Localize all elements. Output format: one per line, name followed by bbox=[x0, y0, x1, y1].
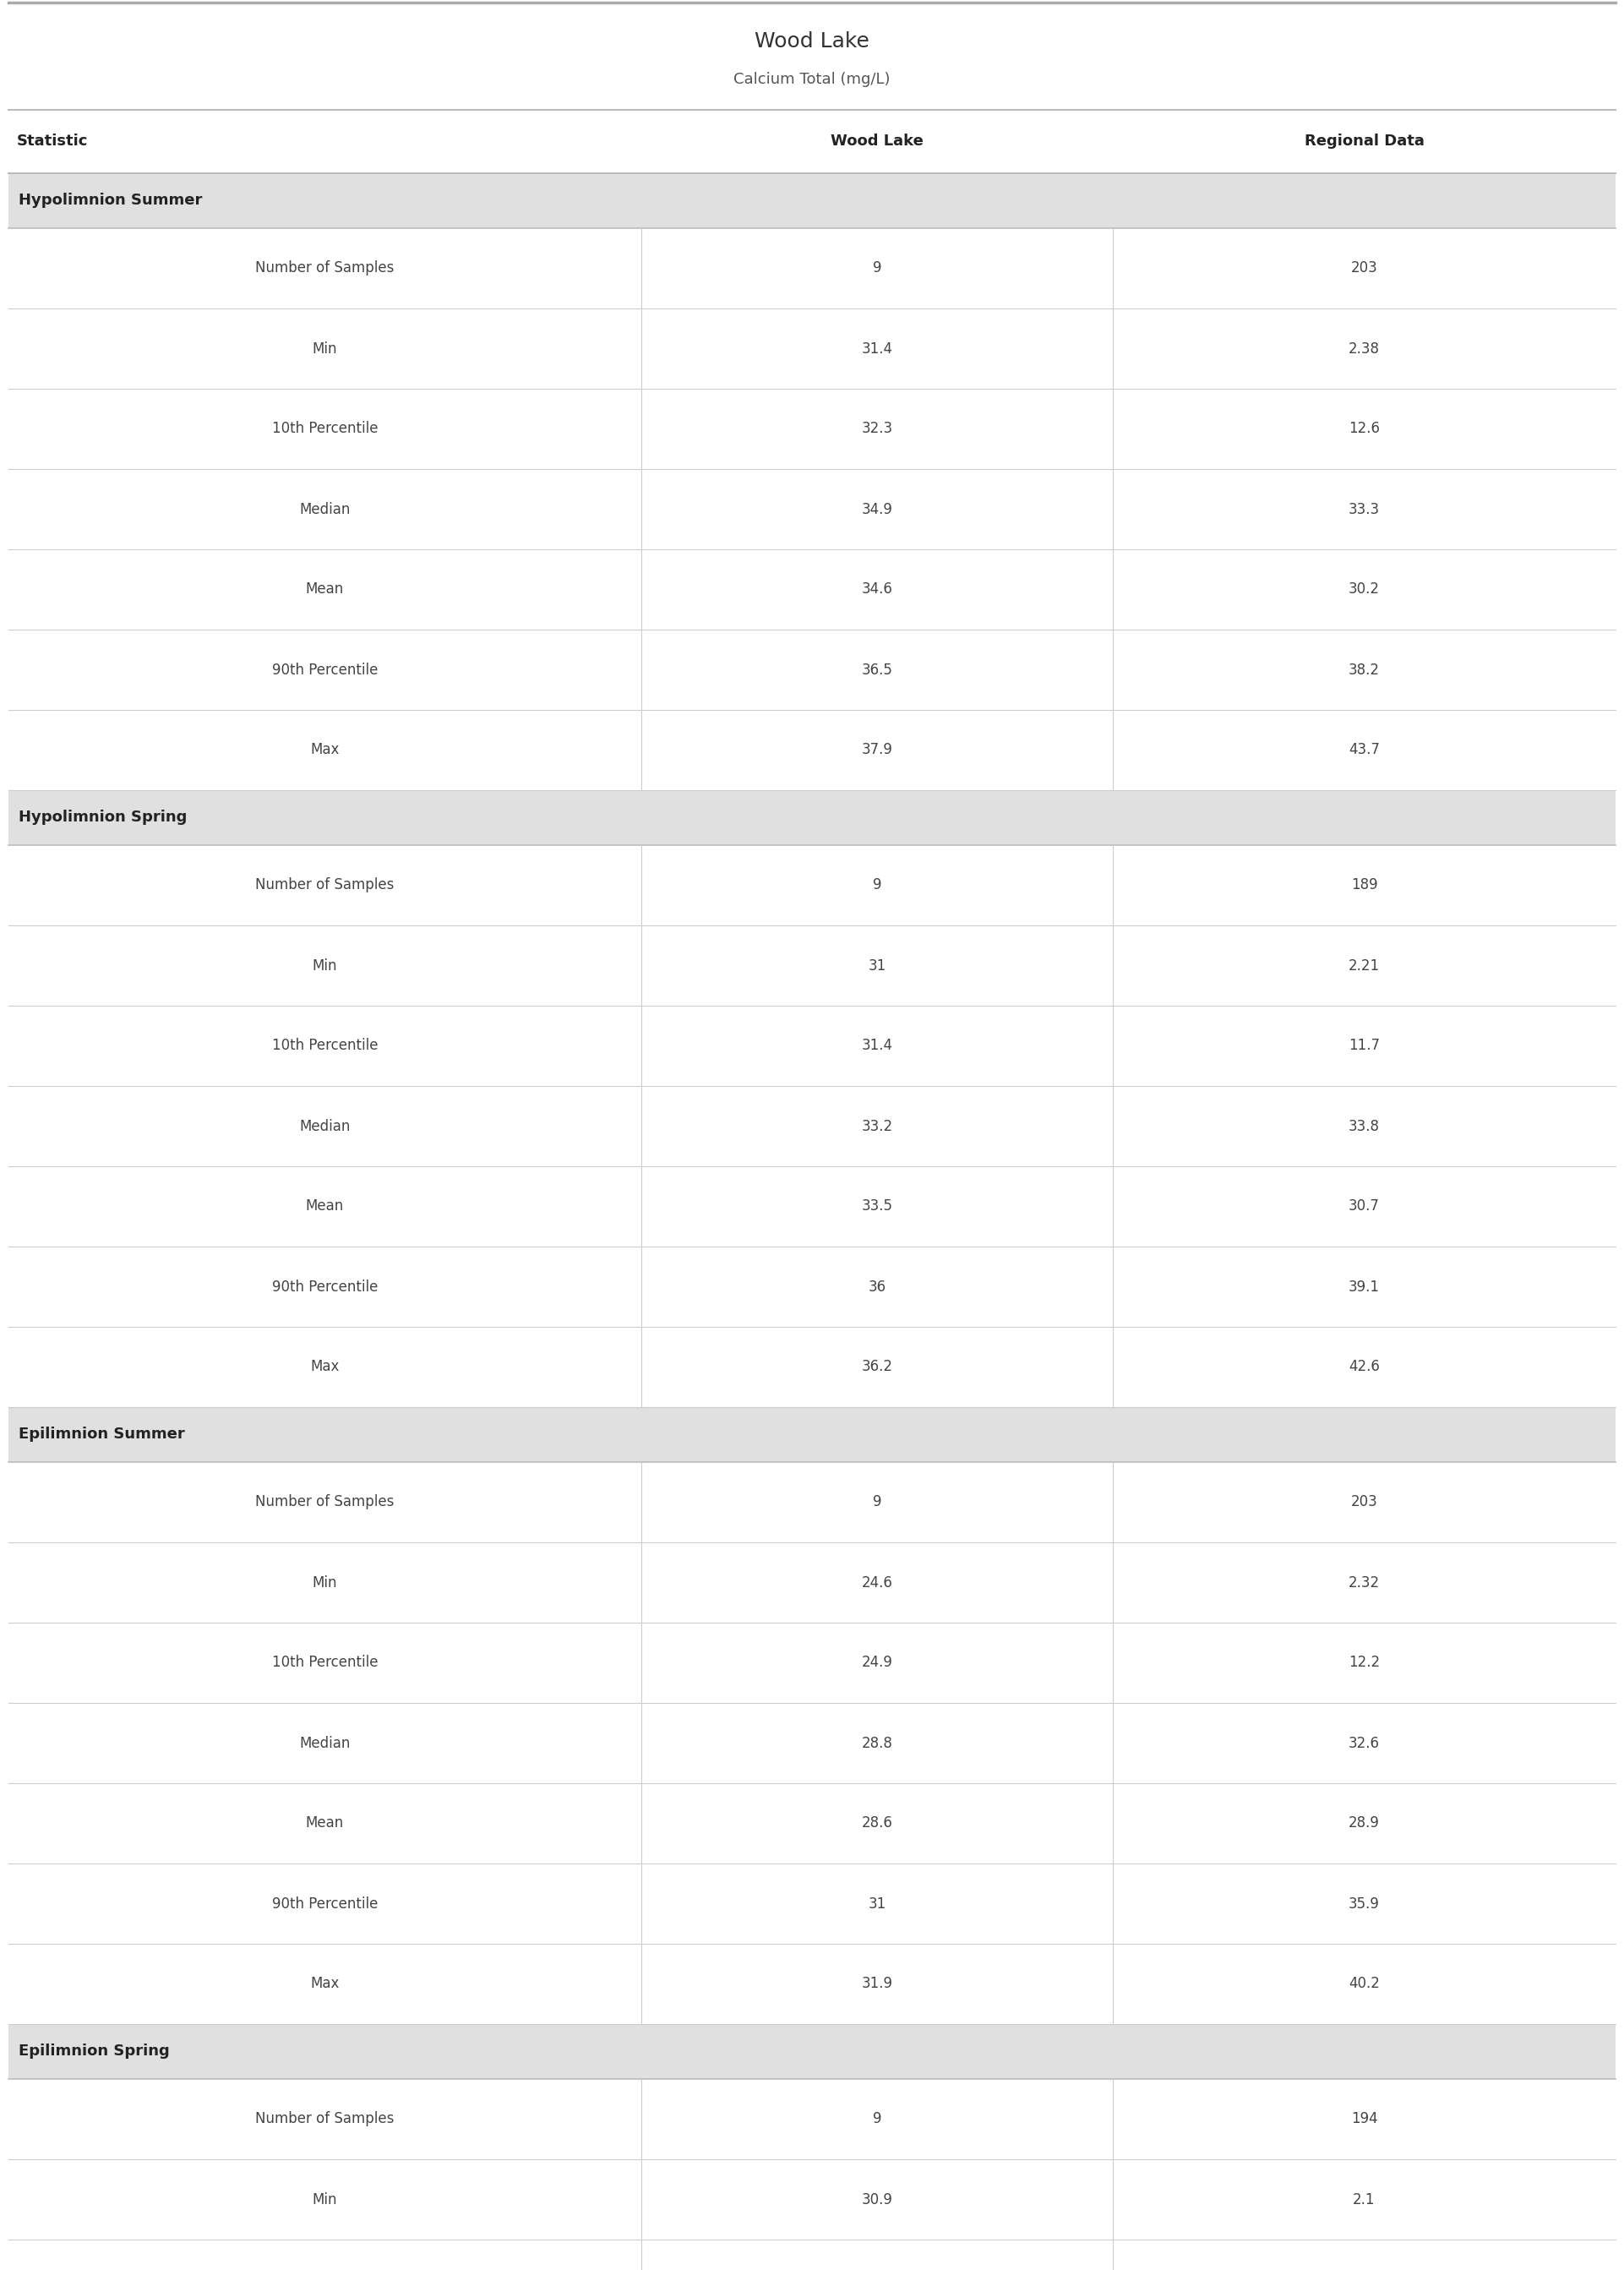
Text: 2.21: 2.21 bbox=[1348, 958, 1380, 974]
Text: 32.3: 32.3 bbox=[861, 422, 893, 436]
Text: 24.9: 24.9 bbox=[861, 1655, 893, 1671]
Text: 9: 9 bbox=[872, 2111, 882, 2127]
Text: 203: 203 bbox=[1351, 261, 1377, 277]
Text: 28.9: 28.9 bbox=[1348, 1816, 1380, 1832]
Text: 30.7: 30.7 bbox=[1348, 1199, 1380, 1214]
Text: Min: Min bbox=[312, 2193, 338, 2206]
Text: Epilimnion Spring: Epilimnion Spring bbox=[18, 2043, 169, 2059]
Text: Max: Max bbox=[310, 1360, 339, 1376]
Text: Number of Samples: Number of Samples bbox=[255, 1494, 395, 1510]
Text: 28.8: 28.8 bbox=[861, 1737, 893, 1750]
Text: 10th Percentile: 10th Percentile bbox=[271, 422, 378, 436]
Text: 33.8: 33.8 bbox=[1348, 1119, 1380, 1133]
Text: 9: 9 bbox=[872, 1494, 882, 1510]
Text: 31: 31 bbox=[867, 1895, 887, 1911]
Text: 10th Percentile: 10th Percentile bbox=[271, 1655, 378, 1671]
Text: 34.9: 34.9 bbox=[861, 502, 893, 518]
Text: Max: Max bbox=[310, 1977, 339, 1991]
Text: Statistic: Statistic bbox=[16, 134, 88, 150]
Text: 42.6: 42.6 bbox=[1348, 1360, 1380, 1376]
Text: 90th Percentile: 90th Percentile bbox=[271, 663, 378, 676]
Text: Min: Min bbox=[312, 340, 338, 356]
Text: 34.6: 34.6 bbox=[861, 581, 893, 597]
Bar bbox=[8, 790, 1616, 844]
Text: 36: 36 bbox=[869, 1278, 885, 1294]
Text: 31.4: 31.4 bbox=[861, 340, 893, 356]
Text: 39.1: 39.1 bbox=[1348, 1278, 1380, 1294]
Text: Calcium Total (mg/L): Calcium Total (mg/L) bbox=[734, 70, 890, 86]
Text: 24.6: 24.6 bbox=[861, 1575, 893, 1589]
Text: 31.4: 31.4 bbox=[861, 1037, 893, 1053]
Text: Number of Samples: Number of Samples bbox=[255, 878, 395, 892]
Text: 40.2: 40.2 bbox=[1348, 1977, 1380, 1991]
Text: 36.2: 36.2 bbox=[861, 1360, 893, 1376]
Bar bbox=[8, 2025, 1616, 2079]
Text: Number of Samples: Number of Samples bbox=[255, 261, 395, 277]
Text: 36.5: 36.5 bbox=[861, 663, 893, 676]
Text: 28.6: 28.6 bbox=[861, 1816, 893, 1832]
Text: 12.6: 12.6 bbox=[1348, 422, 1380, 436]
Text: 38.2: 38.2 bbox=[1348, 663, 1380, 676]
Text: Min: Min bbox=[312, 958, 338, 974]
Bar bbox=[8, 173, 1616, 229]
Text: Mean: Mean bbox=[305, 1199, 344, 1214]
Text: 11.7: 11.7 bbox=[1348, 1037, 1380, 1053]
Text: 32.6: 32.6 bbox=[1348, 1737, 1380, 1750]
Text: Median: Median bbox=[299, 502, 351, 518]
Text: 30.2: 30.2 bbox=[1348, 581, 1380, 597]
Text: 194: 194 bbox=[1351, 2111, 1377, 2127]
Text: 189: 189 bbox=[1351, 878, 1377, 892]
Text: Regional Data: Regional Data bbox=[1304, 134, 1424, 150]
Text: Max: Max bbox=[310, 742, 339, 758]
Text: 31: 31 bbox=[867, 958, 887, 974]
Text: 12.2: 12.2 bbox=[1348, 1655, 1380, 1671]
Text: 33.5: 33.5 bbox=[861, 1199, 893, 1214]
Text: Mean: Mean bbox=[305, 581, 344, 597]
Text: 203: 203 bbox=[1351, 1494, 1377, 1510]
Text: Hypolimnion Spring: Hypolimnion Spring bbox=[18, 810, 187, 826]
Text: 37.9: 37.9 bbox=[861, 742, 893, 758]
Text: 2.32: 2.32 bbox=[1348, 1575, 1380, 1589]
Text: 30.9: 30.9 bbox=[861, 2193, 893, 2206]
Text: 90th Percentile: 90th Percentile bbox=[271, 1895, 378, 1911]
Text: 43.7: 43.7 bbox=[1348, 742, 1380, 758]
Text: Min: Min bbox=[312, 1575, 338, 1589]
Text: 33.2: 33.2 bbox=[861, 1119, 893, 1133]
Text: Hypolimnion Summer: Hypolimnion Summer bbox=[18, 193, 201, 209]
Text: 31.9: 31.9 bbox=[861, 1977, 893, 1991]
Text: Wood Lake: Wood Lake bbox=[755, 32, 869, 52]
Text: Wood Lake: Wood Lake bbox=[830, 134, 924, 150]
Text: Number of Samples: Number of Samples bbox=[255, 2111, 395, 2127]
Text: Median: Median bbox=[299, 1737, 351, 1750]
Text: 2.38: 2.38 bbox=[1348, 340, 1380, 356]
Text: 35.9: 35.9 bbox=[1348, 1895, 1380, 1911]
Text: Median: Median bbox=[299, 1119, 351, 1133]
Text: 9: 9 bbox=[872, 878, 882, 892]
Text: 33.3: 33.3 bbox=[1348, 502, 1380, 518]
Text: 10th Percentile: 10th Percentile bbox=[271, 1037, 378, 1053]
Text: 90th Percentile: 90th Percentile bbox=[271, 1278, 378, 1294]
Text: Mean: Mean bbox=[305, 1816, 344, 1832]
Text: Epilimnion Summer: Epilimnion Summer bbox=[18, 1428, 185, 1441]
Text: 2.1: 2.1 bbox=[1353, 2193, 1376, 2206]
Text: 9: 9 bbox=[872, 261, 882, 277]
Bar bbox=[8, 1407, 1616, 1462]
